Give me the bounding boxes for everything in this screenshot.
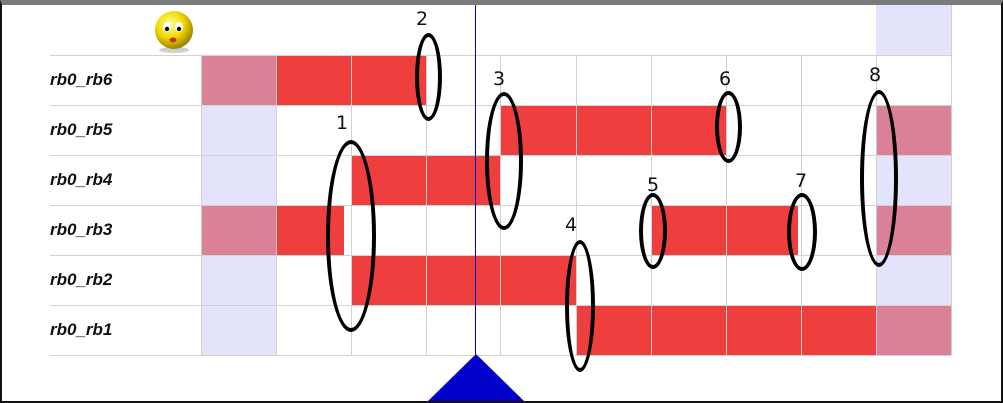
- grid-row-line: [50, 305, 951, 306]
- annotation-ellipse-8: [860, 90, 898, 267]
- annotation-ellipse-7: [787, 193, 817, 271]
- annotation-number-4: 4: [565, 214, 578, 236]
- empty-cell[interactable]: [201, 305, 276, 355]
- grid-row-line: [50, 255, 951, 256]
- annotation-number-2: 2: [416, 8, 429, 30]
- row-label-rb0-rb6: rb0_rb6: [50, 70, 113, 89]
- empty-cell[interactable]: [201, 105, 276, 155]
- annotation-ellipse-6: [715, 91, 742, 163]
- grid-column-line: [951, 55, 952, 355]
- annotation-number-5: 5: [647, 174, 660, 196]
- grid-row-line: [50, 355, 951, 356]
- muted-cell[interactable]: [876, 305, 951, 355]
- annotation-number-6: 6: [719, 68, 732, 90]
- grid-row-line: [50, 55, 951, 56]
- annotation-ellipse-4: [565, 240, 595, 372]
- grid-column-line: [951, 5, 952, 55]
- annotation-ellipse-5: [639, 193, 667, 269]
- playhead-line[interactable]: [475, 5, 476, 355]
- annotation-number-3: 3: [493, 68, 506, 90]
- active-segment[interactable]: [351, 255, 576, 305]
- muted-cell[interactable]: [201, 55, 276, 105]
- row-label-rb0-rb2: rb0_rb2: [50, 270, 113, 289]
- empty-cell[interactable]: [201, 255, 276, 305]
- header-empty-cell: [876, 5, 951, 55]
- annotation-number-1: 1: [336, 112, 349, 134]
- muted-cell[interactable]: [201, 205, 276, 255]
- annotation-ellipse-2: [415, 33, 442, 121]
- row-label-rb0-rb4: rb0_rb4: [50, 170, 113, 189]
- active-segment[interactable]: [500, 105, 726, 155]
- sad-face-icon: [155, 11, 193, 53]
- empty-cell[interactable]: [201, 155, 276, 205]
- empty-cell[interactable]: [876, 255, 951, 305]
- annotation-ellipse-1: [326, 140, 376, 332]
- annotation-number-8: 8: [869, 64, 882, 86]
- row-label-rb0-rb5: rb0_rb5: [50, 120, 113, 139]
- annotation-ellipse-3: [485, 92, 523, 230]
- row-label-rb0-rb3: rb0_rb3: [50, 220, 113, 239]
- active-segment[interactable]: [651, 205, 798, 255]
- playhead-triangle-icon[interactable]: [428, 354, 524, 401]
- annotation-number-7: 7: [795, 170, 808, 192]
- row-label-rb0-rb1: rb0_rb1: [50, 320, 113, 339]
